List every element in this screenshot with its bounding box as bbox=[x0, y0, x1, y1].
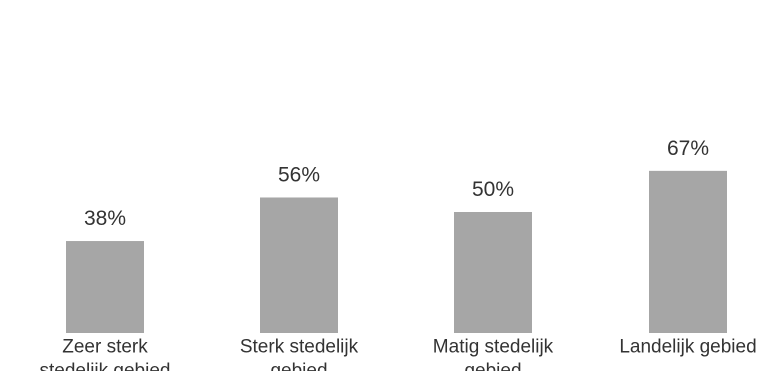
category-label-line: Matig stedelijk bbox=[433, 336, 554, 357]
category-labels-layer: Zeer sterk stedelijk gebied Sterk stedelij… bbox=[40, 336, 757, 376]
bar-3 bbox=[454, 212, 532, 333]
category-label-line: stedelijk gebied bbox=[40, 360, 171, 371]
category-label-4: Landelijk gebied bbox=[619, 336, 756, 357]
value-label-2: 56% bbox=[278, 163, 320, 186]
category-label-line: gebied bbox=[270, 360, 327, 371]
category-label-line: Zeer sterk bbox=[62, 336, 148, 357]
bar-1 bbox=[66, 241, 144, 333]
value-labels-layer: 38% 56% 50% 67% bbox=[84, 137, 709, 230]
value-label-1: 38% bbox=[84, 207, 126, 230]
bar-4 bbox=[649, 170, 727, 333]
value-label-4: 67% bbox=[667, 137, 709, 160]
category-label-2: Sterk stedelijk gebied bbox=[240, 336, 359, 371]
category-label-line: Sterk stedelijk bbox=[240, 336, 359, 357]
category-label-1: Zeer sterk stedelijk gebied bbox=[40, 336, 171, 371]
category-label-line: Landelijk gebied bbox=[619, 336, 756, 357]
value-label-3: 50% bbox=[472, 178, 514, 201]
category-label-line: gebied bbox=[464, 360, 521, 371]
bar-2 bbox=[260, 197, 338, 333]
bars-layer bbox=[66, 170, 727, 333]
category-label-3: Matig stedelijk gebied bbox=[433, 336, 554, 371]
